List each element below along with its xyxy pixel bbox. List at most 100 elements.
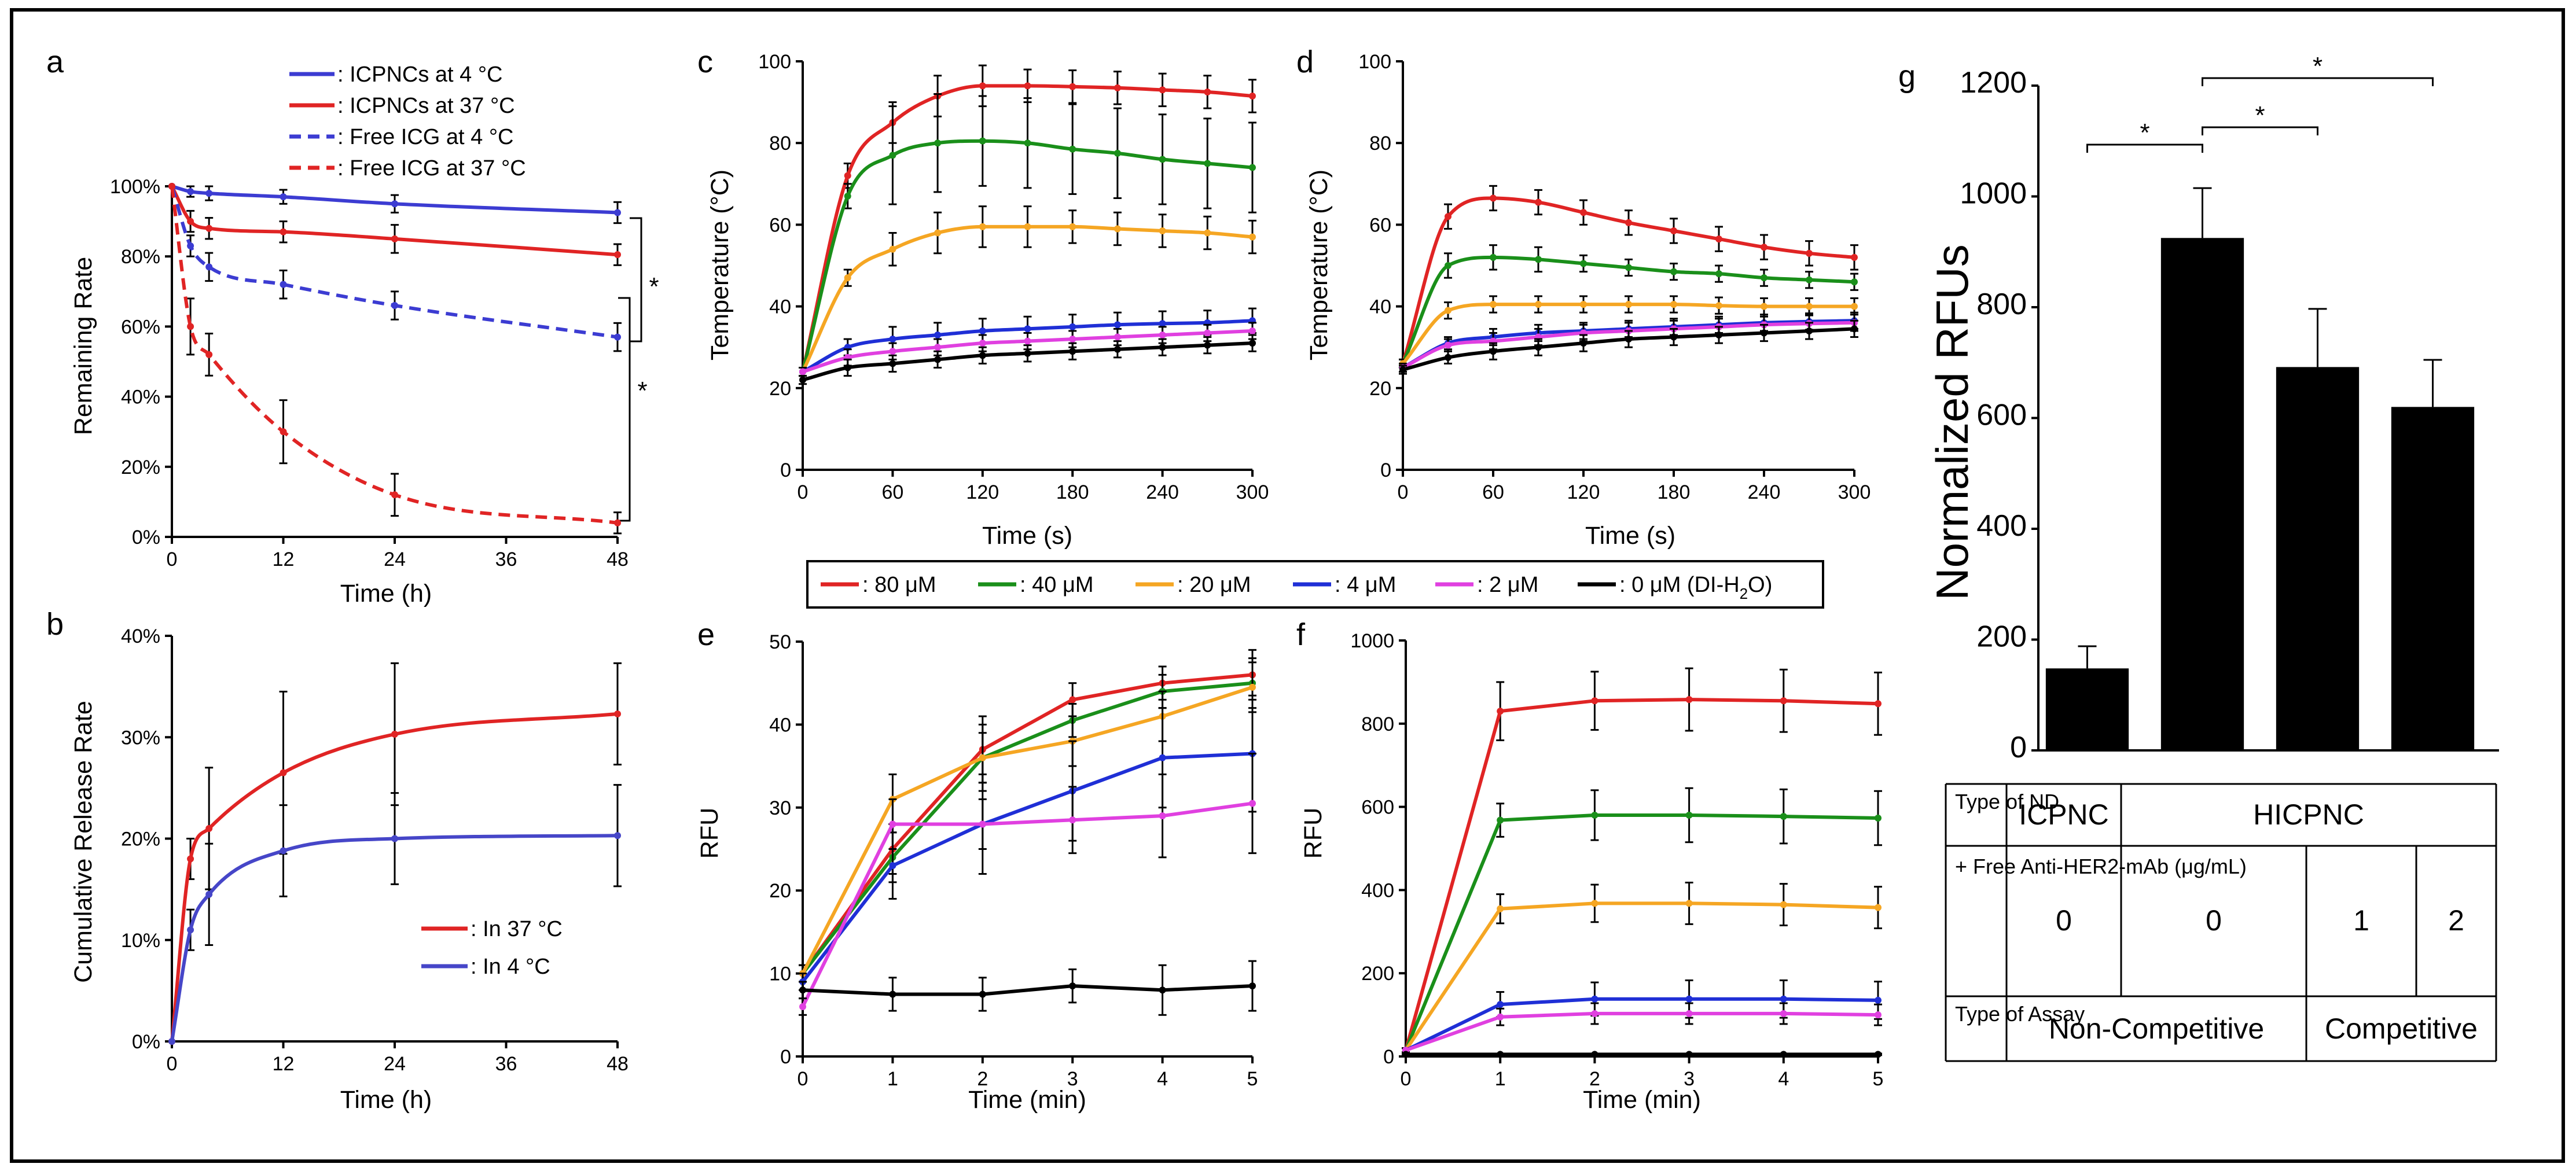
panel-d-ytick-label: 20 [1369,378,1391,400]
legend-a-label-3: : Free ICG at 4 °C [337,125,514,149]
panel-d-series-1 [1399,244,1858,369]
data-point [1159,227,1166,234]
panel-f-letter: f [1296,617,1306,652]
panel-f-series-0 [1402,667,1882,1054]
panel-f-xtick-label: 4 [1778,1068,1789,1090]
data-point [1875,904,1882,911]
panel-g-ytick-label: 200 [1976,620,2027,654]
data-point [1761,244,1767,251]
panel-a-ylabel: Remaining Rate [69,257,97,435]
figure-frame [10,8,2565,1163]
panel-b-ytick-label: 40% [121,625,160,647]
data-point [1806,303,1813,310]
panel-b-plot: 0% 10% 20% 30% 40% 0 12 24 36 48 [121,625,629,1075]
panel-c-series-2 [799,205,1256,377]
data-point [280,769,287,776]
data-point [1685,995,1693,1003]
data-point [1851,253,1858,261]
panel-f-xtick-label: 3 [1684,1068,1695,1090]
panel-a-ytick-label: 20% [121,456,160,478]
panel-e-xtick-label: 2 [977,1068,988,1090]
panel-a-xtick-label: 24 [384,548,406,570]
data-point [1024,139,1031,147]
data-point [1024,349,1031,357]
data-point [1670,301,1677,308]
data-point [391,235,398,242]
data-point [1445,341,1451,349]
table-row3-col1: Non-Competitive [2049,1012,2264,1045]
panel-d: d Temperature (°C) Time (s) 0 20 40 60 80 100… [1296,45,1871,550]
panel-b-xtick-label: 48 [607,1053,629,1075]
data-point [1580,209,1587,216]
data-point [799,986,806,994]
panel-a-plot: 0% 20% 40% 60% 80% 100% 0 12 24 36 48 [110,176,629,570]
data-point [1497,708,1504,715]
data-point [1670,333,1677,341]
panel-d-letter: d [1296,45,1314,79]
panel-g-ytick-label: 0 [2010,731,2027,764]
data-point [1535,198,1542,206]
shared-legend-label-2: : 40 μM [1020,573,1094,597]
series-line [1404,901,1879,1051]
data-point [1685,696,1693,704]
data-point [1445,307,1451,314]
data-point [889,820,896,828]
data-point [1159,156,1166,163]
panel-c-ytick-label: 0 [780,459,791,481]
series-line [170,834,618,1042]
data-point [1069,323,1076,330]
data-point [187,323,194,330]
data-point [280,428,287,436]
data-point [280,228,287,235]
panel-e-ytick-label: 50 [769,631,791,653]
significance-star: * [2140,119,2149,147]
data-point [1069,982,1076,990]
data-point [1875,700,1882,708]
panel-a-series-1 [168,183,622,266]
panel-c-series-1 [799,93,1256,377]
data-point [1851,303,1858,310]
panel-e-xlabel: Time (min) [968,1086,1086,1114]
significance-bracket [2202,77,2434,86]
panel-e-ylabel: RFU [696,808,723,859]
panel-a-series-2 [168,183,622,352]
data-point [187,926,194,934]
panel-g-letter: g [1898,59,1916,94]
data-point [205,190,213,197]
data-point [205,890,213,898]
data-point [187,188,194,196]
shared-legend-label-6: : 0 μM (DI-H2O) [1619,573,1772,602]
data-point [280,193,287,201]
panel-e-series-4 [799,753,1256,1016]
panel-b-ytick-label: 0% [132,1031,160,1053]
data-point [1490,348,1497,355]
data-point [614,333,621,341]
table-row2-val-3: 1 [2353,904,2369,937]
panel-a-xtick-label: 36 [495,548,517,570]
panel-d-ytick-label: 80 [1369,132,1391,154]
panel-c-ytick-label: 60 [769,214,791,236]
data-point [391,200,398,208]
panel-d-xtick-label: 300 [1838,481,1871,503]
series-line [801,752,1253,983]
data-point [1591,1051,1598,1058]
data-point [1114,345,1121,353]
bar [2276,367,2360,750]
data-point [1249,340,1256,347]
table-row2-label: + Free Anti-HER2-mAb (μg/mL) [1955,855,2247,878]
data-point [979,990,986,998]
panel-e-xtick-label: 3 [1067,1068,1078,1090]
data-point [844,172,851,179]
panel-d-ytick-label: 0 [1380,459,1391,481]
data-point [979,352,986,359]
panel-b-ytick-label: 10% [121,930,160,952]
data-point [1159,344,1166,351]
legend-a-label-2: : ICPNCs at 37 °C [337,94,515,118]
data-point [1249,982,1256,990]
data-point [1591,995,1598,1003]
data-point [1024,82,1031,90]
table-row3-label: Type of Assay [1955,1002,2085,1026]
panel-a-ytick-label: 0% [132,526,160,548]
data-point [889,360,896,367]
